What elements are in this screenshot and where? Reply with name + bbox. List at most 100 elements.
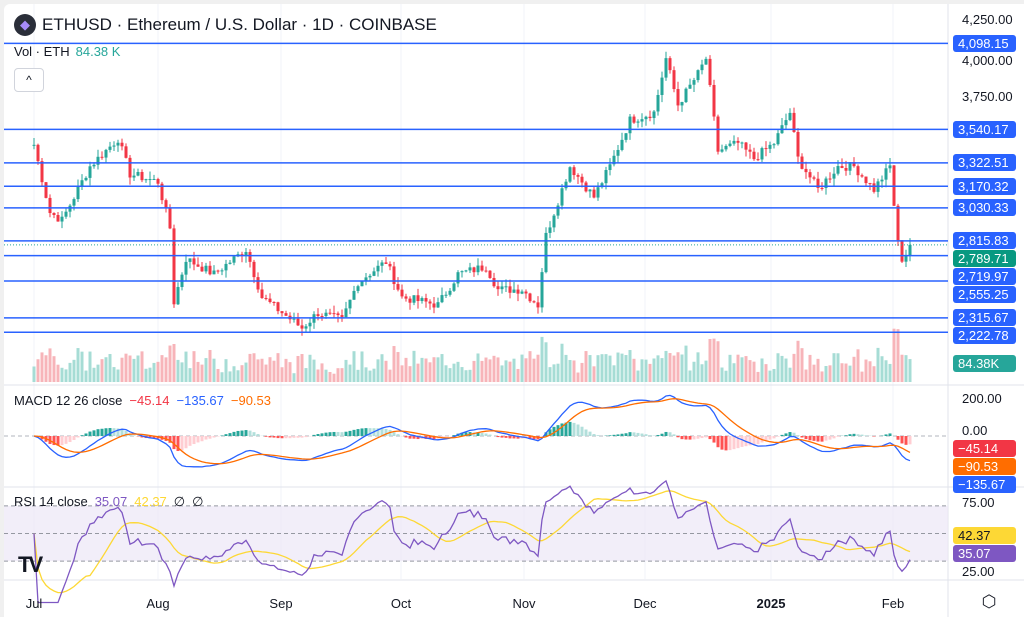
candle-body [508,286,512,293]
volume-bar [580,362,584,382]
macd-histogram-bar [548,429,552,436]
volume-bar [444,365,448,382]
macd-histogram-bar [528,436,532,439]
volume-bar [780,355,784,382]
macd-histogram-bar [360,428,364,436]
macd-histogram-bar [780,434,784,436]
rsi-legend[interactable]: RSI 14 close 35.07 42.37 ∅ ∅ [14,494,203,510]
volume-bar [572,360,576,382]
volume-bar [256,359,260,382]
macd-histogram-bar [852,433,856,436]
volume-bar [440,354,444,382]
volume-bar [844,363,848,382]
macd-histogram-bar [280,436,284,439]
level-price-tag[interactable]: 3,540.17 [953,120,1016,138]
candle-body [548,227,552,233]
volume-bar [164,357,168,382]
candle-body [652,111,656,119]
volume-bar [804,369,808,382]
macd-histogram-bar [228,433,232,436]
volume-bar [60,367,64,382]
volume-bar [876,347,880,382]
candle-body [828,178,832,180]
macd-histogram-bar [704,436,708,438]
volume-bar [704,360,708,382]
level-price-tag[interactable]: 4,098.15 [953,34,1016,52]
volume-bar [628,350,632,382]
volume-bar [576,372,580,382]
macd-signal-value: −90.53 [230,393,271,408]
macd-histogram-bar [864,435,868,436]
volume-bar [500,365,504,382]
macd-histogram-bar [72,436,76,440]
candle-body [552,215,556,228]
candle-body [176,287,180,305]
macd-histogram-bar [500,436,504,438]
volume-bar [592,366,596,382]
candle-body [664,58,668,78]
candle-body [116,142,120,146]
candle-body [644,116,648,120]
candle-body [616,149,620,156]
level-price-tag[interactable]: 2,315.67 [953,309,1016,327]
volume-bar [460,367,464,382]
volume-bar [108,354,112,382]
volume-bar [720,367,724,382]
volume-bar [324,369,328,382]
volume-bar [160,355,164,382]
tradingview-logo[interactable]: TV [18,552,43,577]
level-price-tag[interactable]: 3,030.33 [953,199,1016,217]
macd-histogram-bar [252,432,256,436]
level-price-tag[interactable]: 2,815.83 [953,232,1016,250]
rsi-label: RSI 14 close [14,494,88,509]
volume-bar [724,370,728,382]
level-price-tag[interactable]: 3,170.32 [953,177,1016,195]
macd-histogram-bar [324,432,328,436]
candle-body [520,291,524,294]
candle-body [388,263,392,267]
symbol-header[interactable]: ◆ ETHUSD · Ethereum / U.S. Dollar · 1D ·… [14,14,437,36]
candle-body [888,165,892,169]
macd-histogram-bar [212,436,216,438]
level-price-tag[interactable]: 2,555.25 [953,286,1016,304]
volume-bar [176,359,180,382]
macd-histogram-bar [692,436,696,440]
candle-body [168,208,172,229]
candle-body [196,264,200,267]
volume-bar [140,351,144,382]
volume-bar [716,341,720,382]
macd-histogram-bar [192,436,196,445]
macd-histogram-bar [440,436,444,438]
candle-body [772,144,776,146]
macd-histogram-bar [352,429,356,436]
settings-icon[interactable]: ⬡ [981,592,997,611]
rsi-ma-tag: 42.37 [953,527,1016,544]
level-price-tag[interactable]: 3,322.51 [953,154,1016,172]
candle-body [396,284,400,290]
macd-histogram-bar [488,434,492,436]
macd-histogram-bar [700,436,704,439]
macd-signal-tag: −90.53 [953,458,1016,475]
candle-body [40,161,44,183]
candle-body [528,293,532,302]
candle-body [384,262,388,264]
volume-bar [116,369,120,382]
level-price-tag[interactable]: 2,222.78 [953,327,1016,345]
volume-bar [684,345,688,382]
chart-canvas[interactable] [4,4,1024,617]
candle-body [676,89,680,106]
macd-histogram-bar [496,436,500,438]
volume-bar [596,355,600,382]
level-price-tag[interactable]: 2,719.97 [953,268,1016,286]
volume-bar [692,361,696,382]
collapse-legend-button[interactable]: ^ [14,68,44,92]
volume-bar [412,350,416,382]
rsi-axis-75: 75.00 [962,495,995,510]
candle-body [656,94,660,112]
macd-histogram-bar [828,436,832,440]
candle-body [160,183,164,201]
candle-body [760,148,764,160]
volume-bar [404,357,408,382]
macd-legend[interactable]: MACD 12 26 close −45.14 −135.67 −90.53 [14,393,271,408]
volume-bar [632,358,636,382]
